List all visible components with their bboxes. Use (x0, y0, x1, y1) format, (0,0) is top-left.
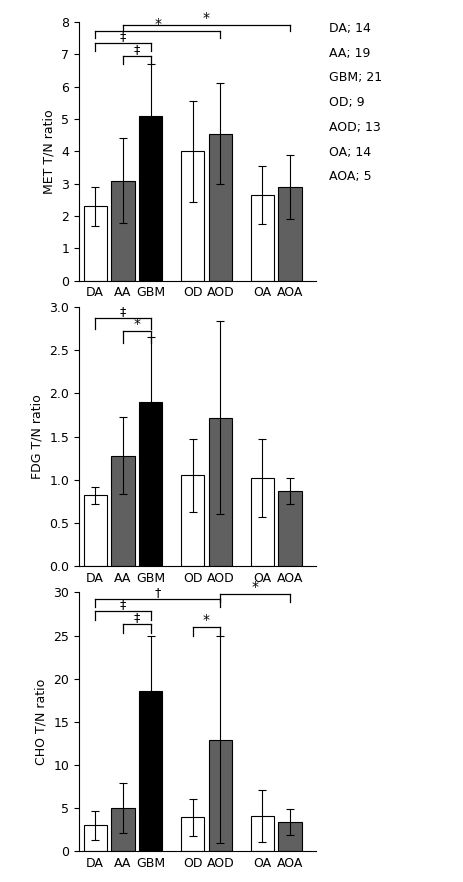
Text: ‡: ‡ (133, 43, 140, 56)
Bar (278, 187, 301, 280)
Text: OA; 14: OA; 14 (329, 146, 371, 159)
Bar (83, 206, 106, 280)
Text: ‡: ‡ (119, 598, 126, 611)
Text: AOD; 13: AOD; 13 (329, 121, 381, 134)
Text: GBM; 21: GBM; 21 (329, 71, 382, 85)
Bar (139, 116, 162, 280)
Text: *: * (251, 580, 258, 594)
Bar (111, 808, 134, 851)
Text: DA; 14: DA; 14 (329, 22, 370, 35)
Bar (181, 152, 204, 280)
Bar (83, 495, 106, 566)
Text: ‡: ‡ (119, 304, 126, 318)
Y-axis label: MET T/N ratio: MET T/N ratio (43, 109, 56, 194)
Bar (208, 740, 232, 851)
Bar (250, 195, 273, 280)
Text: ‡: ‡ (119, 30, 126, 43)
Y-axis label: CHO T/N ratio: CHO T/N ratio (35, 678, 48, 765)
Bar (181, 475, 204, 566)
Text: *: * (133, 318, 140, 332)
Text: ‡: ‡ (133, 611, 140, 624)
Bar (181, 818, 204, 851)
Bar (111, 181, 134, 280)
Bar (139, 402, 162, 566)
Text: AOA; 5: AOA; 5 (329, 170, 371, 183)
Text: AA; 19: AA; 19 (329, 47, 370, 60)
Y-axis label: FDG T/N ratio: FDG T/N ratio (31, 394, 44, 479)
Text: †: † (154, 587, 161, 599)
Bar (139, 691, 162, 851)
Bar (250, 816, 273, 851)
Text: *: * (202, 11, 210, 25)
Bar (278, 822, 301, 851)
Bar (278, 491, 301, 566)
Bar (208, 417, 232, 566)
Bar (111, 456, 134, 566)
Text: *: * (202, 613, 210, 627)
Bar (250, 478, 273, 566)
Bar (83, 826, 106, 851)
Bar (208, 134, 232, 280)
Text: *: * (154, 17, 161, 31)
Text: OD; 9: OD; 9 (329, 96, 364, 109)
